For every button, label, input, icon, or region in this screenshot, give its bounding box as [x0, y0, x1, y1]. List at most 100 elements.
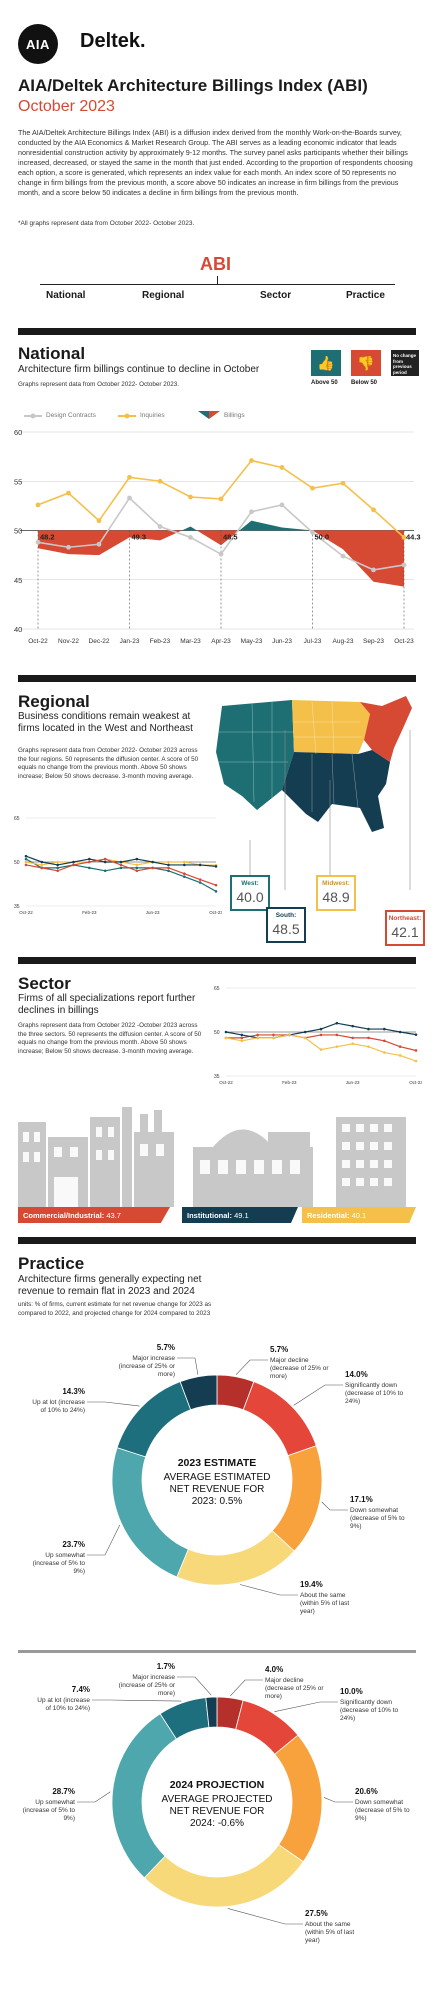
series-point — [383, 1027, 386, 1031]
x-tick-label: Oct-23 — [209, 910, 222, 915]
slice-description: (increase of 25% or — [119, 1682, 176, 1689]
series-point — [256, 1033, 259, 1037]
nav-national[interactable]: National — [46, 290, 86, 301]
slice-percent-label: 17.1% — [350, 1495, 373, 1504]
slice-description: Major increase — [132, 1674, 175, 1681]
series-point — [240, 1039, 244, 1043]
series-point — [66, 490, 71, 496]
slice-description: Down somewhat — [350, 1507, 398, 1514]
regional-note: Graphs represent data from October 2022-… — [18, 747, 199, 780]
slice-description: Major decline — [265, 1677, 304, 1684]
x-tick-label: Mar-23 — [180, 638, 201, 645]
slice-description: more) — [270, 1373, 287, 1380]
legend-line-yellow — [118, 413, 136, 418]
billings-area — [38, 530, 69, 555]
region-name: West: — [241, 880, 259, 887]
series-point — [218, 496, 224, 502]
leader-line — [274, 1701, 338, 1712]
series-point — [167, 863, 170, 867]
region-value: 40.0 — [236, 889, 264, 905]
slice-description: (within 5% of last — [305, 1929, 354, 1936]
leader-line — [87, 1524, 121, 1556]
nav-regional[interactable]: Regional — [142, 290, 185, 301]
series-point — [340, 553, 346, 559]
x-tick-label: Oct-23 — [394, 638, 414, 645]
region-name: South: — [275, 912, 297, 919]
sector-title: Sector — [18, 974, 71, 993]
page-subtitle: October 2023 — [18, 98, 115, 115]
x-tick-label: Jan-23 — [120, 638, 140, 645]
x-tick-label: Oct-22 — [219, 1080, 233, 1085]
series-point — [56, 860, 59, 864]
slice-description: Up somewhat — [35, 1799, 75, 1806]
series-point — [167, 866, 170, 870]
slice-description: (decrease of 10% to — [345, 1390, 404, 1397]
abi-tick — [217, 276, 218, 284]
legend-label: Billings — [224, 411, 245, 419]
donut-2023-estimate: 5.7%Major decline(decrease of 25% ormore… — [32, 1343, 405, 1615]
x-tick-label: Feb-23 — [82, 910, 97, 915]
series-point — [398, 1030, 402, 1034]
series-point — [88, 857, 91, 861]
sector-label-name: Commercial/Industrial: — [23, 1210, 105, 1220]
leader-line — [321, 1501, 348, 1511]
y-tick-label: 35 — [14, 904, 20, 910]
series-point — [319, 1048, 323, 1051]
data-note: *All graphs represent data from October … — [18, 220, 195, 227]
slice-description: 24%) — [345, 1398, 360, 1405]
series-point — [198, 878, 202, 881]
donut-center-text: AVERAGE ESTIMATED — [164, 1472, 271, 1483]
x-tick-label: Aug-23 — [333, 638, 354, 645]
series-point — [56, 863, 59, 867]
region-value: 42.1 — [391, 924, 419, 940]
series-point — [414, 1049, 418, 1052]
series-point — [24, 863, 28, 867]
donut-divider — [18, 1650, 416, 1653]
donut-slice — [179, 1374, 218, 1411]
nav-sector[interactable]: Sector — [260, 290, 292, 301]
x-tick-label: Jun-23 — [346, 1080, 360, 1085]
legend-billings: Billings — [198, 410, 245, 420]
series-point — [24, 857, 28, 861]
slice-percent-label: 14.3% — [62, 1387, 85, 1396]
series-point — [56, 866, 59, 870]
series-point — [157, 524, 163, 529]
series-point — [198, 881, 202, 884]
leader-line — [77, 1791, 111, 1803]
x-tick-label: Oct-23 — [409, 1080, 422, 1085]
slice-description: Major increase — [132, 1355, 175, 1362]
y-tick-label: 40 — [14, 625, 22, 634]
slice-description: (increase of 5% to — [33, 1560, 86, 1567]
series-point — [183, 863, 186, 867]
y-tick-label: 45 — [14, 576, 22, 585]
series-point — [88, 860, 91, 864]
y-tick-label: 55 — [14, 477, 22, 486]
billings-area — [196, 530, 221, 546]
regional-title: Regional — [18, 692, 90, 711]
x-tick-label: Feb-23 — [282, 1080, 297, 1085]
nav-practice[interactable]: Practice — [346, 290, 385, 301]
slice-description: About the same — [300, 1592, 346, 1599]
map-south — [282, 750, 390, 832]
slice-description: of 10% to 24%) — [46, 1705, 90, 1712]
sector-institutional-label: Institutional: 49.1 — [182, 1207, 298, 1223]
series-point — [96, 518, 102, 524]
x-tick-label: Apr-23 — [211, 638, 231, 645]
series-point — [335, 1045, 339, 1048]
slice-description: of 10% to 24%) — [41, 1407, 85, 1414]
series-point — [383, 1039, 386, 1043]
leader-line — [323, 1797, 353, 1803]
donut-slice — [143, 1844, 304, 1908]
sector-commercial-label: Commercial/Industrial: 43.7 — [18, 1207, 170, 1223]
x-tick-label: Nov-22 — [58, 638, 79, 645]
practice-subtitle: Architecture firms generally expecting n… — [18, 1274, 202, 1297]
series-point — [335, 1021, 339, 1025]
series-point — [398, 1054, 402, 1057]
y-tick-label: 65 — [214, 986, 220, 992]
map-connectors — [249, 730, 411, 890]
intro-text: The AIA/Deltek Architecture Billings Ind… — [18, 128, 413, 197]
billings-area — [68, 530, 99, 556]
section-divider — [18, 328, 416, 335]
below-50-caption: Below 50 — [351, 380, 378, 386]
leader-line — [177, 1357, 199, 1375]
